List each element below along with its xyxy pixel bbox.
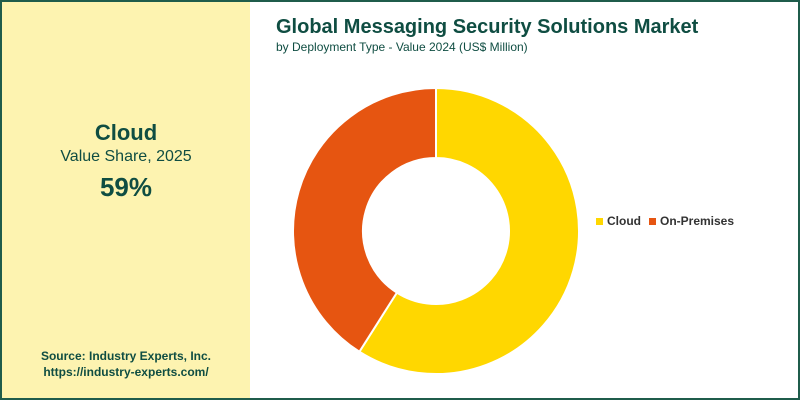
- source-url: https://industry-experts.com/: [43, 365, 209, 379]
- legend-swatch-on-premises: [649, 217, 656, 225]
- chart-legend: Cloud On-Premises: [596, 214, 742, 228]
- highlight-metric-label: Value Share, 2025: [60, 148, 192, 165]
- donut-slice-on-premises: [292, 86, 437, 354]
- legend-label-on-premises: On-Premises: [660, 214, 735, 228]
- source-label: Source: Industry Experts, Inc.: [40, 349, 212, 363]
- legend-label-cloud: Cloud: [607, 214, 641, 228]
- highlight-value: 59%: [99, 172, 153, 202]
- highlight-segment-name: Cloud: [94, 120, 158, 145]
- legend-item-on-premises: On-Premises: [649, 214, 734, 228]
- chart-subtitle: by Deployment Type - Value 2024 (US$ Mil…: [276, 40, 528, 54]
- donut-chart: [292, 86, 580, 375]
- chart-title: Global Messaging Security Solutions Mark…: [276, 16, 699, 38]
- legend-swatch-cloud: [596, 217, 603, 225]
- donut-slice-cloud: [357, 86, 580, 375]
- highlight-panel: Cloud Value Share, 2025 59% Source: Indu…: [2, 2, 250, 398]
- legend-item-cloud: Cloud: [596, 214, 641, 228]
